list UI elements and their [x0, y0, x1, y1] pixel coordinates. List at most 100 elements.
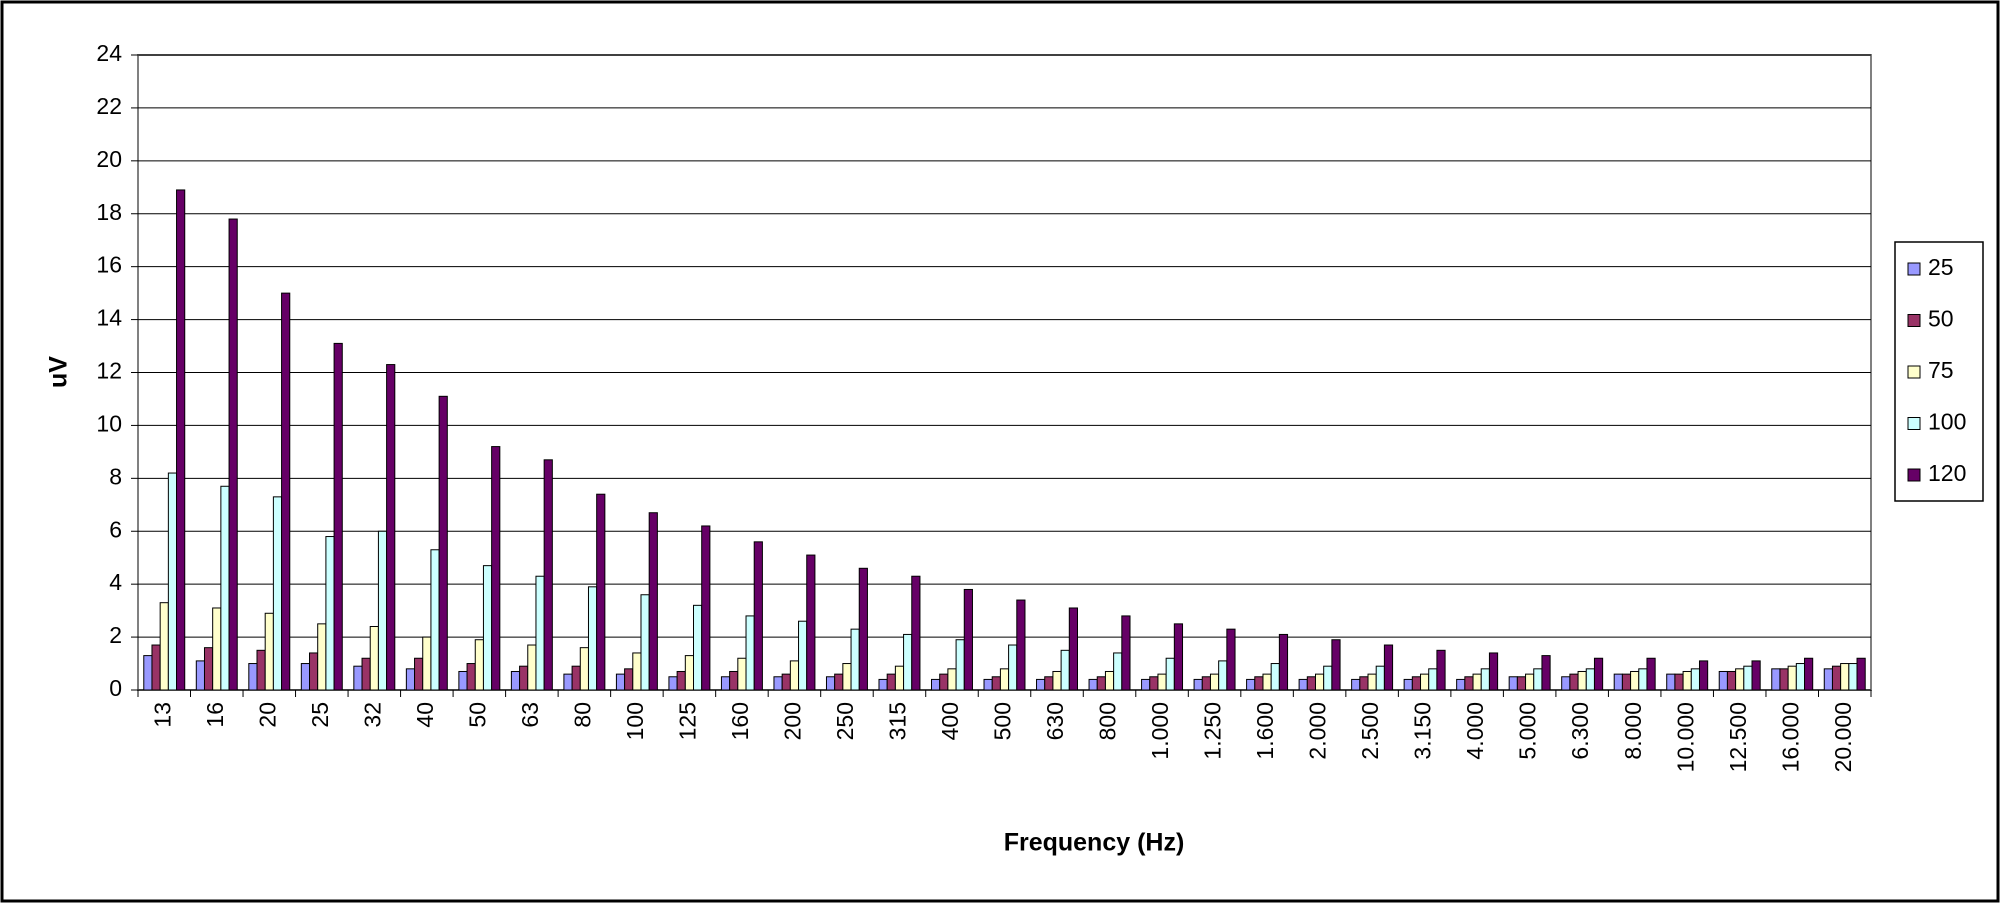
bar	[781, 673, 791, 691]
bar	[963, 588, 973, 691]
bar	[1008, 644, 1018, 691]
bar	[939, 673, 949, 691]
y-tick-label: 0	[109, 675, 122, 701]
x-tick-label: 25	[307, 702, 333, 728]
bar	[1193, 678, 1203, 691]
x-tick-label: 32	[359, 702, 385, 728]
bar	[1464, 676, 1474, 691]
bar	[519, 665, 529, 691]
x-tick-label: 20	[254, 702, 280, 728]
bar	[1569, 673, 1579, 691]
legend-swatch	[1907, 365, 1921, 379]
bar	[300, 663, 311, 691]
bar	[701, 525, 711, 691]
bar	[1848, 663, 1858, 691]
bar	[1516, 676, 1527, 691]
bar	[414, 657, 424, 691]
bar	[1621, 673, 1632, 691]
bar	[1420, 673, 1430, 691]
bar	[640, 594, 650, 691]
x-tick-label: 80	[569, 702, 595, 728]
y-tick-label: 12	[96, 358, 122, 384]
bar	[798, 620, 808, 691]
bar	[1201, 676, 1211, 691]
bar	[317, 623, 327, 691]
bar	[825, 676, 836, 691]
legend-swatch	[1907, 314, 1921, 327]
bar	[212, 607, 222, 691]
bar	[491, 446, 501, 691]
bar	[1314, 673, 1325, 691]
bar	[543, 459, 553, 691]
x-axis-title: Frequency (Hz)	[1004, 829, 1185, 857]
legend-label: 25	[1928, 254, 1954, 280]
bar	[858, 567, 868, 691]
x-tick-label: 500	[990, 702, 1016, 740]
bar	[1795, 663, 1806, 691]
bar	[325, 536, 335, 691]
bar	[1270, 663, 1280, 691]
bar	[1585, 668, 1595, 691]
bar	[143, 655, 153, 691]
bar	[361, 657, 371, 691]
bar	[999, 668, 1010, 691]
bar	[1060, 649, 1070, 691]
bar	[1831, 665, 1842, 691]
bar	[615, 673, 626, 691]
bar	[1323, 665, 1333, 691]
bar	[1411, 676, 1422, 691]
bar	[911, 575, 921, 691]
y-tick-label: 2	[109, 622, 122, 648]
bar	[1209, 673, 1220, 691]
legend-swatch	[1907, 468, 1921, 482]
bar	[1113, 652, 1123, 691]
bar	[1751, 660, 1761, 691]
bar	[878, 678, 888, 691]
bar	[1096, 676, 1106, 691]
legend-label: 50	[1928, 306, 1954, 332]
bar	[632, 652, 642, 691]
x-tick-label: 13	[149, 702, 175, 728]
bar	[991, 676, 1001, 691]
x-tick-label: 40	[412, 702, 438, 728]
bar	[579, 647, 589, 691]
bar	[1488, 652, 1499, 691]
bar	[684, 655, 695, 691]
x-tick-label: 160	[727, 702, 753, 740]
bar	[1787, 665, 1797, 691]
y-tick-label: 4	[109, 569, 122, 595]
bar	[1359, 676, 1369, 691]
x-tick-label: 1.600	[1252, 702, 1278, 760]
bar	[1016, 599, 1026, 691]
bar	[773, 676, 783, 691]
bar	[1121, 615, 1131, 691]
bar	[248, 663, 258, 691]
bar	[1735, 668, 1745, 691]
bar	[1298, 678, 1308, 691]
y-tick-label: 24	[96, 40, 122, 66]
bar	[1674, 673, 1684, 691]
bar	[903, 633, 913, 691]
x-tick-label: 63	[517, 702, 543, 728]
bar	[264, 612, 274, 691]
bar	[1804, 657, 1814, 691]
bar	[430, 549, 440, 691]
x-tick-label: 50	[464, 702, 490, 728]
bar	[1630, 670, 1640, 691]
bar	[438, 395, 448, 691]
y-tick-label: 22	[96, 93, 122, 119]
y-tick-label: 20	[96, 146, 122, 172]
bar	[806, 554, 816, 691]
bar	[159, 602, 169, 691]
legend-label: 75	[1928, 357, 1954, 383]
x-tick-label: 2.500	[1357, 702, 1383, 760]
x-tick-label: 1.250	[1200, 702, 1226, 760]
bar	[1246, 678, 1256, 691]
x-tick-label: 16	[202, 702, 228, 728]
bar	[482, 565, 493, 691]
bar	[1779, 668, 1789, 691]
bar	[458, 670, 468, 691]
bar	[983, 678, 993, 691]
bar	[1456, 678, 1466, 691]
